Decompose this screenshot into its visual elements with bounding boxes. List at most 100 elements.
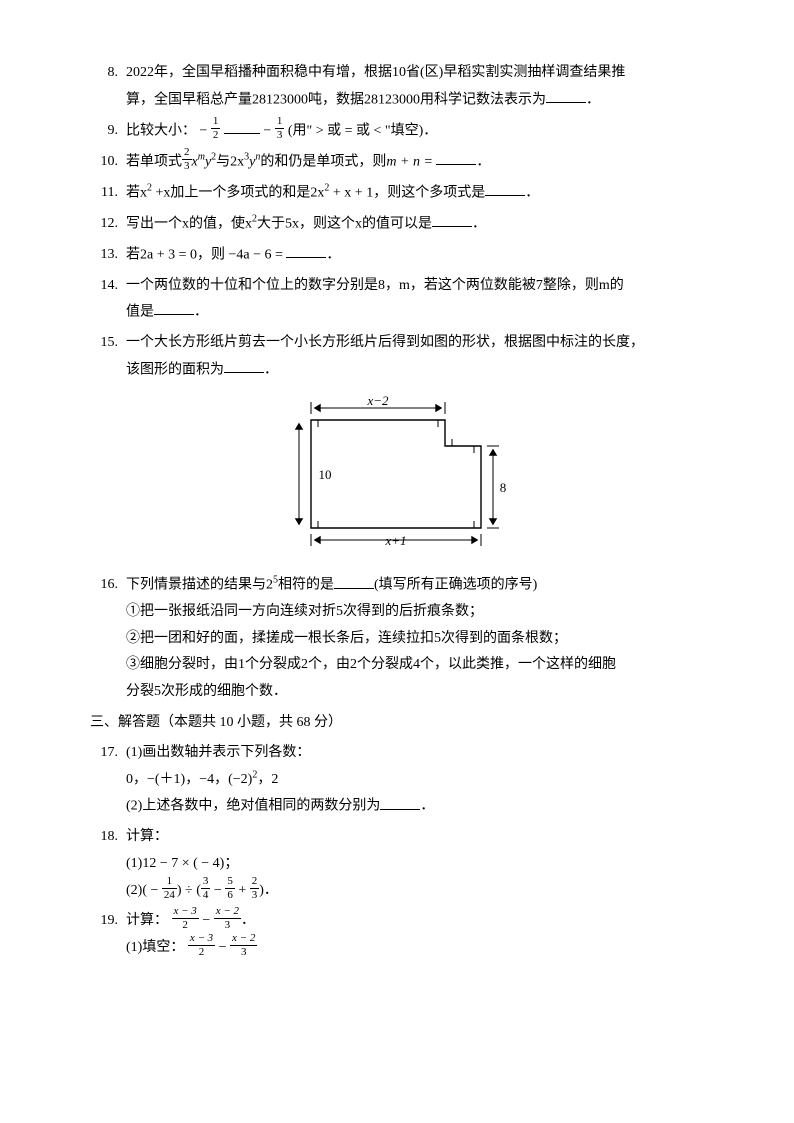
corner-mark xyxy=(311,420,318,427)
blank xyxy=(436,149,476,165)
num: 1 xyxy=(162,876,177,889)
q17-nums: 0，−(＋1)，−4，(−2) xyxy=(126,772,252,787)
qnum-10: 10. xyxy=(90,149,126,176)
frac-d: x − 23 xyxy=(230,933,257,958)
den: 3 xyxy=(214,919,241,931)
q16-opt3a: ③细胞分裂时，由1个分裂成2个，由2个分裂成4个，以此类推，一个这样的细胞 xyxy=(126,657,616,672)
question-12: 12. 写出一个x的值，使x2大于5x，则这个x的值可以是． xyxy=(90,211,704,238)
num: 3 xyxy=(201,876,211,889)
q9-post: (用" > 或 = 或 < "填空)． xyxy=(288,123,437,138)
q17-nums-end: ，2 xyxy=(257,772,278,787)
plus: + xyxy=(235,883,250,898)
sup-m: m xyxy=(198,151,205,162)
den: 24 xyxy=(162,889,177,901)
blank xyxy=(485,180,525,196)
q15-line1: 一个大长方形纸片剪去一个小长方形纸片后得到如图的形状，根据图中标注的长度， xyxy=(126,335,644,350)
question-18: 18. 计算： (1)12 − 7 × ( − 4)； (2)( − 124) … xyxy=(90,824,704,904)
q16-pre: 下列情景描述的结果与2 xyxy=(126,578,273,593)
q14-line2: 值是 xyxy=(126,304,154,319)
question-9: 9. 比较大小： − 12 − 13 (用" > 或 = 或 < "填空)． xyxy=(90,118,704,145)
q13-period: ． xyxy=(326,247,340,262)
frac-a: x − 32 xyxy=(172,906,199,931)
qbody-17: (1)画出数轴并表示下列各数： 0，−(＋1)，−4，(−2)2，2 (2)上述… xyxy=(126,740,704,820)
num: 1 xyxy=(211,116,221,129)
den: 2 xyxy=(188,946,215,958)
q11-period: ． xyxy=(525,185,539,200)
minus: − xyxy=(199,913,214,928)
num: x − 3 xyxy=(188,933,215,946)
qbody-19: 计算： x − 32 − x − 23． (1)填空： x − 32 − x −… xyxy=(126,908,704,961)
arrow xyxy=(315,405,320,411)
qnum-17: 17. xyxy=(90,740,126,820)
neg2: − xyxy=(263,123,271,138)
question-19: 19. 计算： x − 32 − x − 23． (1)填空： x − 32 −… xyxy=(90,908,704,961)
arrow xyxy=(490,519,496,524)
frac-3-4: 34 xyxy=(201,876,211,901)
l-shape-svg: x−2 x+1 10 8 xyxy=(285,392,509,550)
question-10: 10. 若单项式23xmy2与2x3yn的和仍是单项式，则m + n = ． xyxy=(90,149,704,176)
qnum-15: 15. xyxy=(90,330,126,384)
q10-pre: 若单项式 xyxy=(126,154,182,169)
minus: − xyxy=(210,883,225,898)
qbody-16: 下列情景描述的结果与25相符的是(填写所有正确选项的序号) ①把一张报纸沿同一方… xyxy=(126,572,704,705)
qnum-13: 13. xyxy=(90,242,126,269)
qnum-9: 9. xyxy=(90,118,126,145)
num: 2 xyxy=(250,876,260,889)
label-left: 10 xyxy=(319,467,332,482)
q9-pre: 比较大小： xyxy=(126,123,196,138)
label-right: 8 xyxy=(500,480,507,495)
num: x − 3 xyxy=(172,906,199,919)
den: 3 xyxy=(230,946,257,958)
q16-mid: 相符的是 xyxy=(278,578,334,593)
q17-period: ． xyxy=(420,799,434,814)
qbody-14: 一个两位数的十位和个位上的数字分别是8，m，若这个两位数能被7整除，则m的 值是… xyxy=(126,273,704,327)
arrow xyxy=(315,537,320,543)
section-3-title: 三、解答题（本题共 10 小题，共 68 分） xyxy=(90,710,704,737)
q17-p1: (1)画出数轴并表示下列各数： xyxy=(126,745,310,760)
frac-c: x − 32 xyxy=(188,933,215,958)
corner-mark xyxy=(474,521,481,528)
q14-line1: 一个两位数的十位和个位上的数字分别是8，m，若这个两位数能被7整除，则m的 xyxy=(126,278,624,293)
q16-post: (填写所有正确选项的序号) xyxy=(374,578,537,593)
question-16: 16. 下列情景描述的结果与25相符的是(填写所有正确选项的序号) ①把一张报纸… xyxy=(90,572,704,705)
arrow xyxy=(436,405,441,411)
num: x − 2 xyxy=(230,933,257,946)
q18-end: )． xyxy=(259,883,278,898)
qnum-12: 12. xyxy=(90,211,126,238)
den: 4 xyxy=(201,889,211,901)
l-shape-path xyxy=(311,420,481,528)
qbody-9: 比较大小： − 12 − 13 (用" > 或 = 或 < "填空)． xyxy=(126,118,704,145)
blank xyxy=(224,357,264,373)
num: x − 2 xyxy=(214,906,241,919)
question-14: 14. 一个两位数的十位和个位上的数字分别是8，m，若这个两位数能被7整除，则m… xyxy=(90,273,704,327)
den: 3 xyxy=(250,889,260,901)
q12-pre: 写出一个x的值，使x xyxy=(126,216,252,231)
blank xyxy=(546,87,586,103)
q19-p1-pre: (1)填空： xyxy=(126,940,184,955)
frac-5-6: 56 xyxy=(225,876,235,901)
num: 2 xyxy=(182,147,192,160)
question-17: 17. (1)画出数轴并表示下列各数： 0，−(＋1)，−4，(−2)2，2 (… xyxy=(90,740,704,820)
corner-mark xyxy=(311,521,318,528)
label-top: x−2 xyxy=(366,393,389,408)
corner-mark xyxy=(445,439,452,446)
q18-p2-pre: (2)( − xyxy=(126,883,158,898)
frac-b: x − 23 xyxy=(214,906,241,931)
q19-period: ． xyxy=(241,913,255,928)
q15-line2: 该图形的面积为 xyxy=(126,362,224,377)
qnum-19: 19. xyxy=(90,908,126,961)
label-bottom: x+1 xyxy=(384,533,406,548)
qbody-8: 2022年，全国早稻播种面积稳中有增，根据10省(区)早稻实割实测抽样调查结果推… xyxy=(126,60,704,114)
q17-p2: (2)上述各数中，绝对值相同的两数分别为 xyxy=(126,799,380,814)
q11-mid1: +x加上一个多项式的和是2x xyxy=(152,185,324,200)
blank xyxy=(380,793,420,809)
blank xyxy=(286,242,326,258)
qnum-16: 16. xyxy=(90,572,126,705)
q8-line2: 算，全国早稻总产量28123000吨，数据28123000用科学记数法表示为 xyxy=(126,92,546,107)
frac-1-24: 124 xyxy=(162,876,177,901)
blank xyxy=(432,211,472,227)
frac-1-2: 12 xyxy=(211,116,221,141)
question-8: 8. 2022年，全国早稻播种面积稳中有增，根据10省(区)早稻实割实测抽样调查… xyxy=(90,60,704,114)
num: 5 xyxy=(225,876,235,889)
q18-p1: (1)12 − 7 × ( − 4)； xyxy=(126,856,238,871)
